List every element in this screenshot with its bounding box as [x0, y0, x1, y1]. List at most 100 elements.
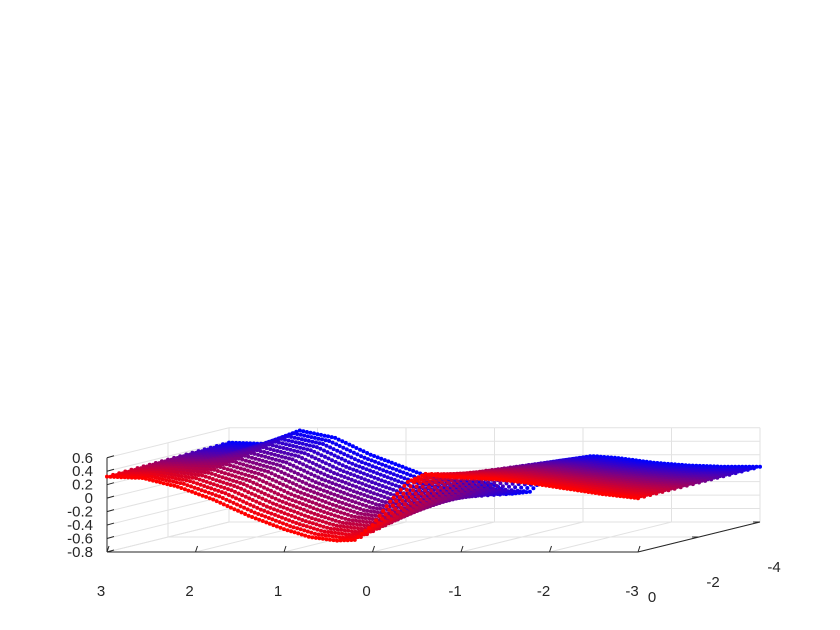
- data-point: [385, 490, 390, 495]
- data-point: [160, 477, 165, 482]
- data-point: [302, 451, 307, 456]
- data-point: [362, 477, 367, 482]
- data-point: [424, 481, 429, 486]
- data-point: [255, 466, 260, 471]
- data-point: [255, 505, 260, 510]
- data-point: [182, 487, 187, 492]
- data-point: [421, 500, 426, 504]
- data-point: [420, 484, 425, 489]
- data-point: [265, 450, 270, 455]
- data-point: [227, 499, 232, 504]
- data-point: [383, 512, 388, 517]
- data-point: [373, 459, 378, 464]
- data-point: [350, 461, 355, 466]
- data-point: [450, 491, 455, 496]
- data-point: [250, 515, 255, 519]
- data-point: [419, 491, 424, 496]
- data-point: [335, 493, 340, 498]
- data-point: [308, 448, 313, 453]
- data-point: [411, 468, 416, 473]
- data-point: [275, 485, 280, 490]
- data-point: [282, 489, 287, 493]
- data-point: [302, 468, 307, 473]
- tick-labels: 0.60.40.20-0.2-0.4-0.6-0.83 2 1 0 -1 -2 -3 0-2-…: [67, 450, 781, 606]
- data-point: [439, 485, 443, 490]
- data-point: [235, 485, 240, 490]
- data-point: [289, 513, 294, 518]
- data-point: [320, 519, 325, 524]
- data-point: [250, 474, 255, 479]
- data-point: [297, 478, 301, 483]
- data-point: [253, 475, 258, 480]
- data-point: [405, 480, 410, 484]
- data-point: [348, 472, 353, 476]
- data-point: [304, 524, 309, 529]
- data-point: [346, 497, 351, 502]
- data-point: [364, 488, 369, 493]
- data-point: [336, 478, 341, 483]
- data-point: [325, 489, 330, 494]
- data-point: [207, 475, 212, 480]
- data-point: [464, 482, 469, 486]
- data-point: [285, 446, 289, 451]
- data-point: [329, 451, 334, 456]
- data-point: [296, 516, 301, 521]
- data-point: [226, 493, 231, 497]
- data-point: [405, 471, 409, 476]
- data-point: [198, 482, 203, 487]
- data-point: [204, 494, 209, 499]
- data-point: [348, 487, 353, 492]
- data-point: [343, 440, 348, 445]
- data-point: [279, 470, 284, 474]
- data-point: [586, 490, 591, 494]
- data-point: [157, 476, 162, 481]
- data-point: [267, 521, 272, 526]
- data-point: [268, 482, 273, 487]
- data-point: [336, 514, 341, 519]
- data-point: [383, 479, 388, 484]
- z-tick-label: -0.4: [67, 517, 93, 534]
- data-point: [240, 457, 245, 462]
- data-point: [350, 444, 355, 449]
- data-point: [330, 534, 335, 539]
- data-point: [452, 481, 457, 486]
- data-point: [159, 473, 164, 478]
- data-point: [328, 469, 333, 474]
- data-point: [301, 523, 306, 528]
- data-point: [445, 486, 450, 491]
- data-point: [309, 435, 314, 440]
- data-point: [164, 478, 169, 483]
- data-point: [270, 456, 275, 461]
- data-point: [325, 450, 330, 455]
- data-point: [285, 434, 290, 439]
- data-point: [349, 538, 354, 542]
- data-point: [303, 457, 308, 462]
- data-point: [490, 477, 495, 482]
- data-point: [287, 462, 292, 467]
- data-point: [378, 506, 383, 511]
- data-point: [252, 470, 257, 475]
- data-point: [122, 475, 127, 480]
- data-point: [356, 458, 361, 463]
- data-point: [291, 444, 296, 448]
- data-point: [358, 470, 363, 475]
- data-points: [105, 428, 762, 543]
- data-point: [351, 467, 356, 472]
- data-point: [395, 509, 400, 514]
- data-point: [368, 490, 373, 494]
- data-point: [223, 471, 227, 476]
- data-point: [270, 517, 275, 522]
- data-point: [375, 492, 380, 497]
- data-point: [146, 474, 151, 479]
- data-point: [357, 519, 362, 524]
- data-point: [316, 457, 321, 462]
- data-point: [284, 501, 289, 506]
- data-point: [266, 516, 271, 520]
- data-point: [293, 476, 298, 481]
- data-point: [296, 471, 300, 476]
- data-point: [275, 449, 280, 453]
- data-point: [329, 475, 334, 480]
- data-point: [277, 445, 282, 450]
- data-point: [286, 473, 291, 478]
- data-point: [225, 481, 229, 486]
